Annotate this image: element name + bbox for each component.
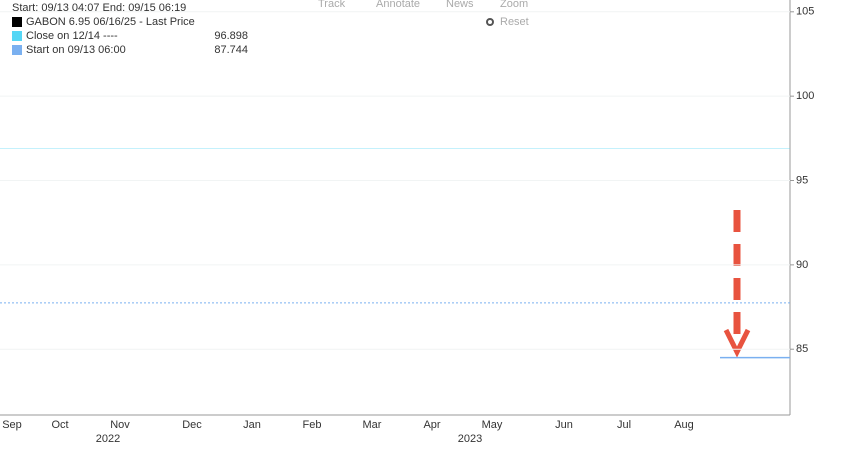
toolbar-item: Zoom bbox=[500, 0, 528, 10]
toolbar-item: Track bbox=[318, 0, 346, 10]
x-tick-label: Aug bbox=[674, 419, 694, 431]
x-tick-label: Jan bbox=[243, 419, 261, 431]
y-tick-label: 95 bbox=[796, 174, 808, 186]
x-tick-label: Dec bbox=[182, 419, 202, 431]
x-tick-label: Jul bbox=[617, 419, 631, 431]
x-tick-label: Mar bbox=[363, 419, 382, 431]
toolbar-item: News bbox=[446, 0, 474, 10]
arrow-annotation bbox=[723, 210, 751, 358]
legend-label: Start on 09/13 06:00 bbox=[26, 44, 126, 56]
x-tick-label: Jun bbox=[555, 419, 573, 431]
legend-label: Close on 12/14 ---- bbox=[26, 30, 118, 42]
legend-swatch bbox=[12, 45, 22, 55]
toolbar-item: Reset bbox=[500, 16, 529, 28]
legend-swatch bbox=[12, 31, 22, 41]
x-tick-label: Oct bbox=[51, 419, 68, 431]
x-tick-label: Apr bbox=[423, 419, 440, 431]
year-label: 2022 bbox=[96, 433, 120, 445]
x-tick-label: Feb bbox=[303, 419, 322, 431]
reset-icon bbox=[486, 18, 494, 26]
x-tick-label: Nov bbox=[110, 419, 130, 431]
y-tick-label: 105 bbox=[796, 6, 814, 18]
y-tick-label: 85 bbox=[796, 343, 808, 355]
legend-value: 96.898 bbox=[214, 30, 248, 42]
year-label: 2023 bbox=[458, 433, 482, 445]
header: Start: 09/13 04:07 End: 09/15 06:19 bbox=[12, 2, 186, 14]
legend-value: 87.744 bbox=[214, 44, 248, 56]
y-tick-label: 100 bbox=[796, 90, 814, 102]
toolbar-item: Annotate bbox=[376, 0, 420, 10]
x-tick-label: Sep bbox=[2, 419, 22, 431]
legend-swatch bbox=[12, 17, 22, 27]
y-tick-label: 90 bbox=[796, 259, 808, 271]
x-tick-label: May bbox=[482, 419, 503, 431]
legend-label: GABON 6.95 06/16/25 - Last Price bbox=[26, 16, 195, 28]
